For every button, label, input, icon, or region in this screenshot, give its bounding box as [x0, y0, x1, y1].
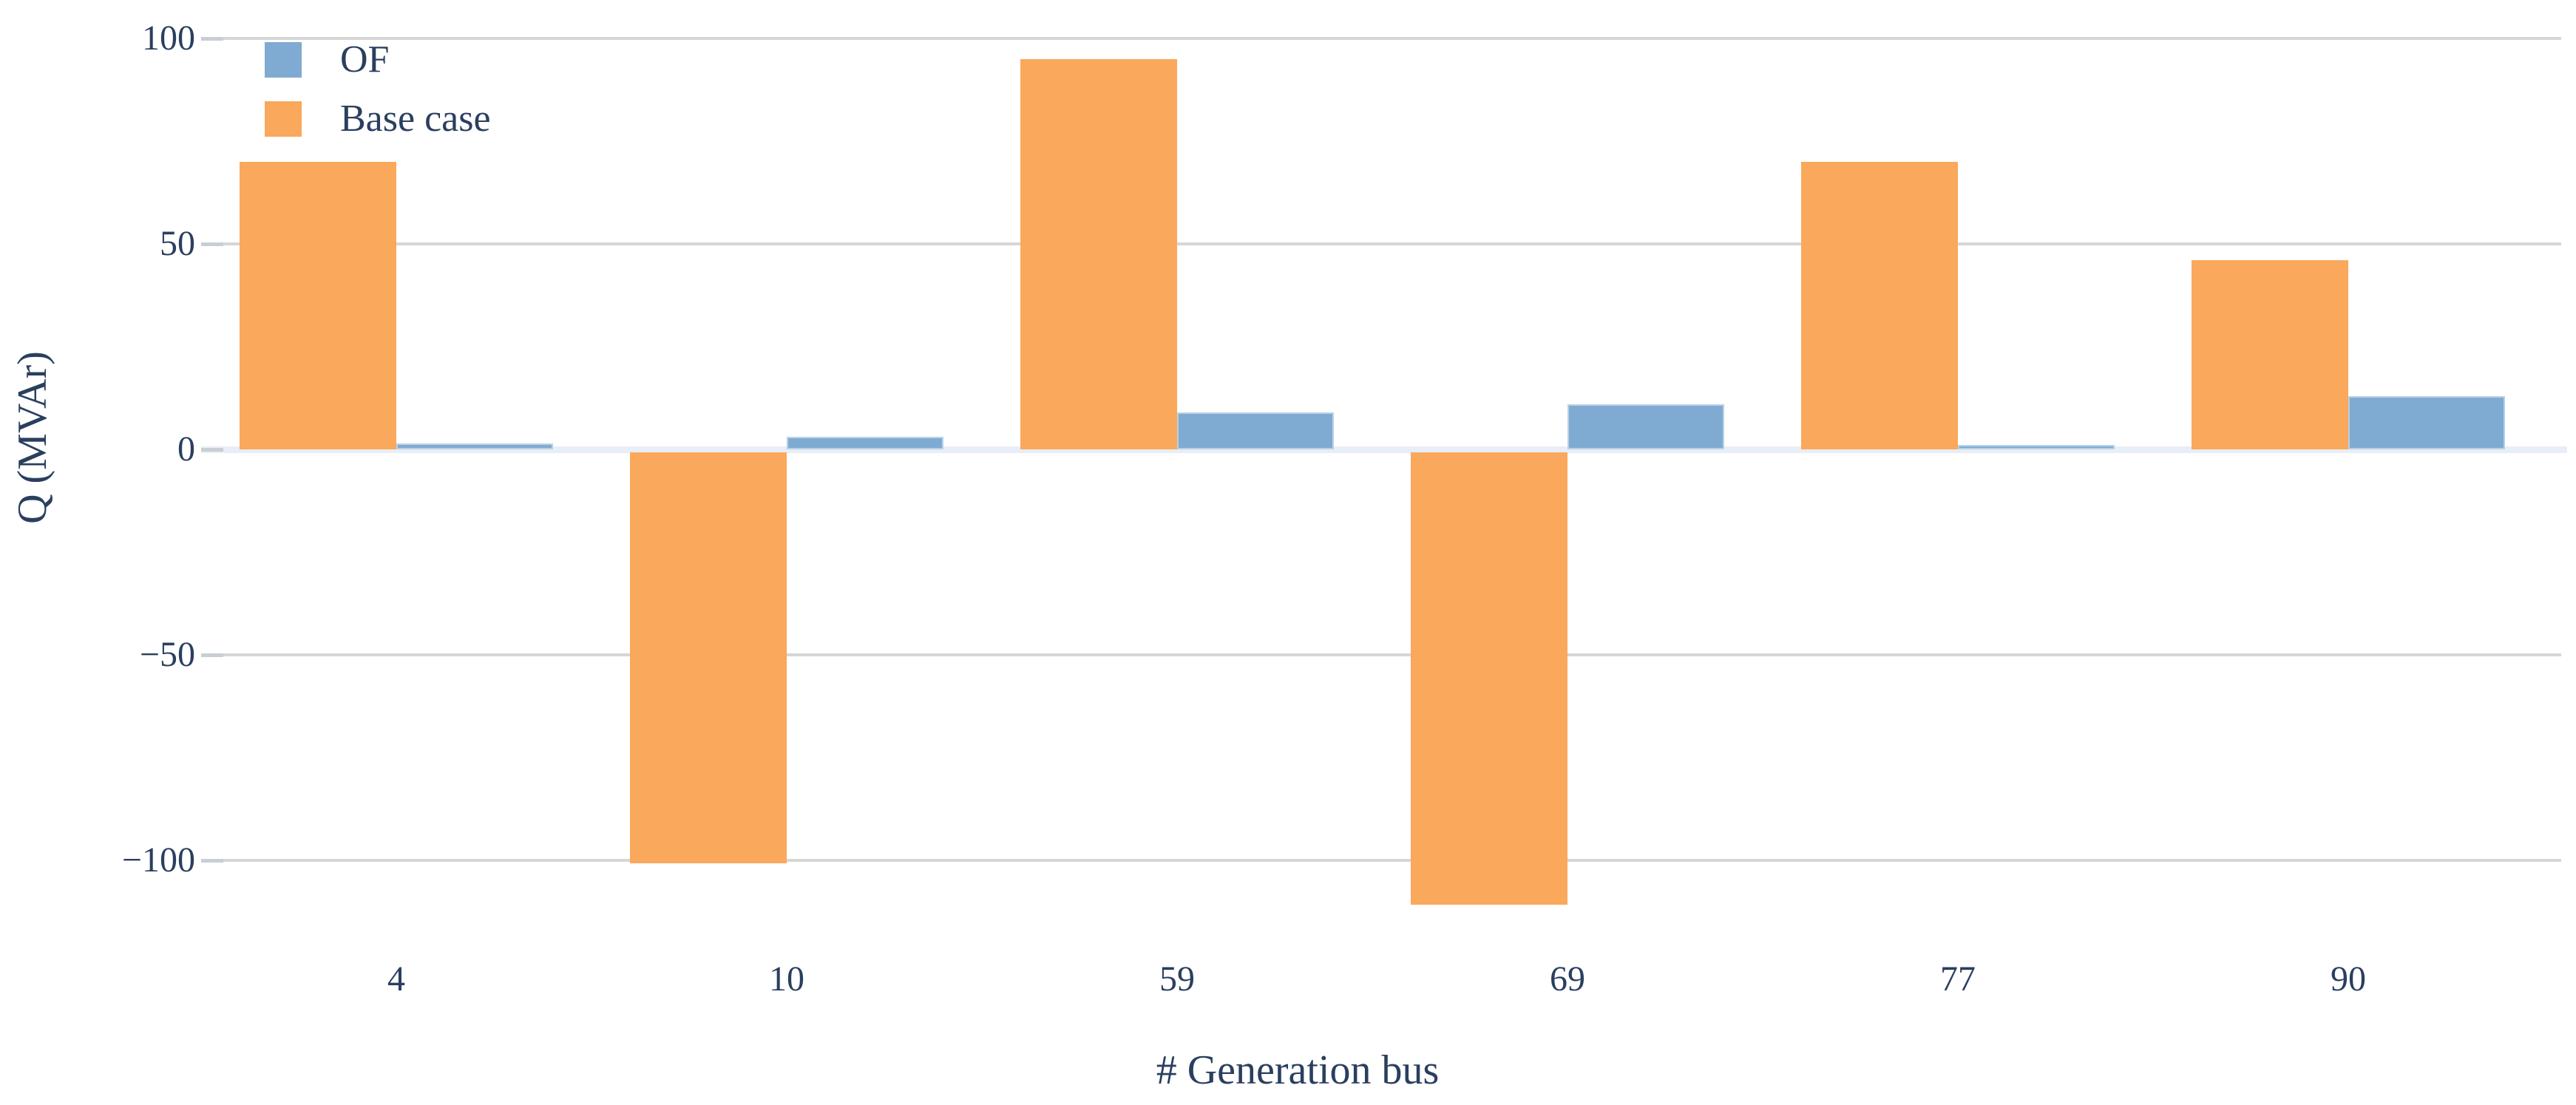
y-tick-label--50: −50: [139, 635, 195, 674]
y-tick-mark-100: [201, 37, 223, 41]
legend: OF Base case: [265, 41, 491, 159]
y-tick-mark--50: [201, 653, 223, 657]
gridline-100: [201, 37, 2561, 40]
gridline--50: [201, 653, 2561, 656]
x-tick-label-59: 59: [1159, 959, 1195, 999]
base-case-series-swatch-icon: [265, 101, 302, 137]
x-tick-label-77: 77: [1940, 959, 1976, 999]
y-tick-label-100: 100: [142, 18, 195, 58]
y-axis-title: Q (MVAr): [10, 351, 55, 524]
x-axis-title: # Generation bus: [1156, 1047, 1440, 1093]
zero-line: [201, 446, 2567, 453]
y-tick-mark-50: [201, 242, 223, 246]
y-tick-mark--100: [201, 859, 223, 863]
x-tick-label-4: 4: [387, 959, 405, 999]
bar-base-case-bus-69[interactable]: [1411, 452, 1567, 905]
x-tick-label-90: 90: [2331, 959, 2366, 999]
bar-of-bus-90[interactable]: [2348, 395, 2505, 449]
y-tick-label-0: 0: [177, 429, 195, 469]
y-tick-label--100: −100: [121, 840, 195, 880]
x-tick-label-69: 69: [1550, 959, 1585, 999]
y-tick-label-50: 50: [160, 224, 195, 263]
bar-base-case-bus-59[interactable]: [1020, 58, 1177, 449]
gridline-50: [201, 242, 2561, 245]
bar-of-bus-10[interactable]: [787, 437, 943, 449]
of-series-swatch-icon: [265, 42, 302, 78]
bar-of-bus-59[interactable]: [1177, 412, 1334, 449]
bar-base-case-bus-4[interactable]: [240, 161, 396, 449]
bar-base-case-bus-10[interactable]: [630, 452, 787, 863]
bar-base-case-bus-90[interactable]: [2192, 260, 2348, 449]
bar-of-bus-4[interactable]: [396, 443, 553, 449]
bar-of-bus-77[interactable]: [1958, 445, 2115, 449]
legend-label-base-case: Base case: [340, 98, 491, 140]
bar-base-case-bus-77[interactable]: [1801, 161, 1958, 449]
x-tick-label-10: 10: [769, 959, 804, 999]
gridline--100: [201, 859, 2561, 862]
legend-item-of[interactable]: OF: [265, 41, 491, 79]
bar-of-bus-69[interactable]: [1567, 404, 1724, 449]
legend-item-base-case[interactable]: Base case: [265, 100, 491, 138]
y-tick-mark-0: [201, 448, 223, 452]
legend-label-of: OF: [340, 38, 390, 81]
